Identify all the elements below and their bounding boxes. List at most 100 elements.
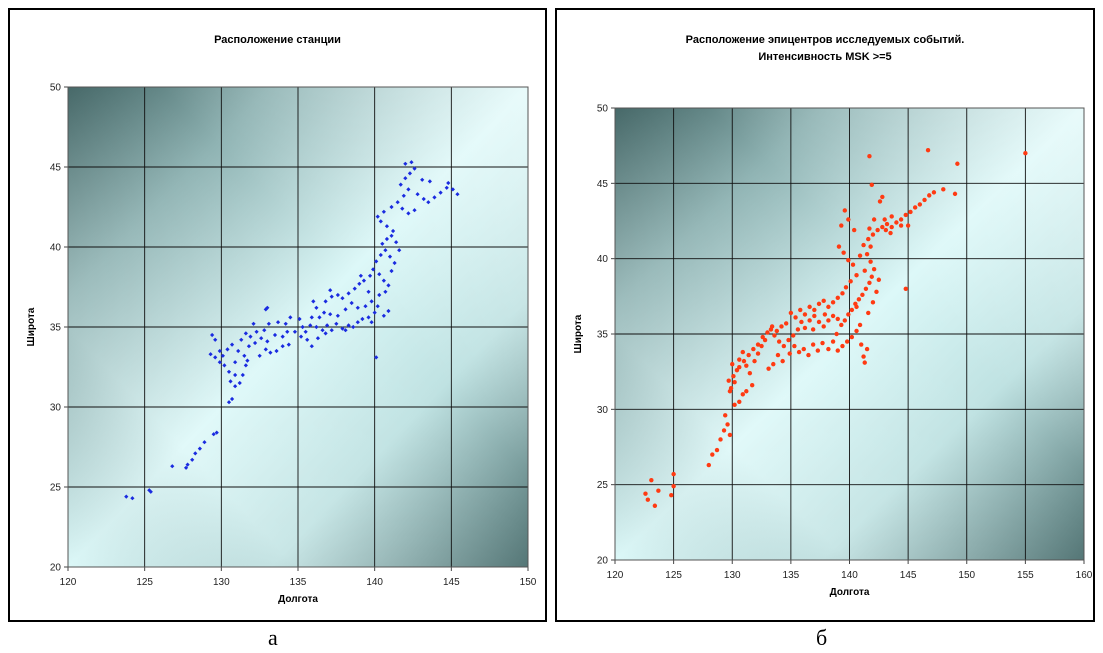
data-point [401, 193, 406, 198]
x-tick-label: 145 [900, 570, 917, 581]
data-point [372, 310, 377, 315]
data-point [744, 389, 749, 394]
data-point [280, 344, 285, 349]
data-point [710, 452, 715, 457]
data-point [309, 315, 314, 320]
data-point [285, 329, 290, 334]
data-point [727, 432, 733, 438]
y-tick-label: 45 [597, 179, 609, 190]
data-point [265, 305, 270, 310]
y-axis-label: Широта [573, 314, 584, 353]
data-point [714, 447, 720, 453]
data-point [863, 286, 869, 291]
data-point [193, 451, 198, 456]
data-point [815, 348, 821, 353]
data-point [779, 324, 784, 329]
data-point [412, 208, 417, 213]
data-point [426, 200, 431, 205]
data-point [251, 321, 256, 326]
subfigure-caption-a: а [268, 625, 278, 650]
data-point [774, 328, 780, 334]
data-point [381, 209, 386, 214]
data-point [378, 252, 383, 258]
data-point [652, 503, 658, 508]
x-axis-label: Долгота [830, 587, 870, 598]
data-point [420, 177, 425, 182]
data-point [329, 294, 334, 299]
data-point [746, 352, 751, 358]
data-point [834, 331, 839, 337]
data-point [389, 204, 394, 210]
data-point [888, 230, 893, 236]
data-point [286, 342, 291, 347]
data-point [787, 351, 792, 356]
data-point [671, 471, 676, 477]
data-point [183, 465, 189, 470]
data-point [844, 339, 850, 344]
data-point [323, 331, 328, 336]
data-point [898, 217, 904, 222]
data-point [225, 347, 230, 352]
data-point [323, 299, 328, 304]
data-point [671, 483, 676, 489]
data-point [409, 160, 414, 165]
data-point [839, 223, 844, 228]
chart-b-title-line-2: Интенсивность MSK >=5 [758, 51, 892, 63]
chart-b-plot: 120 125 130 135 140 145 150 155 160 20 25 30 35 40 45 5… [573, 104, 1093, 599]
data-point [275, 320, 281, 325]
data-point [233, 372, 238, 378]
data-point [854, 328, 859, 334]
data-point [236, 348, 241, 354]
data-point [816, 319, 822, 325]
data-point [870, 232, 876, 237]
x-tick-label: 140 [841, 570, 858, 581]
y-tick-label: 20 [597, 556, 609, 567]
data-point [363, 304, 368, 309]
data-point [917, 202, 923, 207]
data-point [760, 334, 765, 340]
data-point [821, 324, 826, 329]
data-point [242, 353, 247, 358]
data-point [859, 342, 864, 347]
data-point [766, 366, 771, 371]
data-point [228, 379, 233, 384]
data-point [854, 273, 859, 278]
chart-b-title-line-1: Расположение эпицентров исследуемых собы… [685, 34, 965, 46]
data-point [843, 285, 849, 290]
data-point [305, 337, 310, 342]
data-point [744, 363, 749, 368]
x-tick-label: 120 [607, 570, 624, 581]
data-point [360, 316, 365, 322]
y-axis-label: Широта [26, 307, 37, 346]
data-point [329, 328, 334, 333]
data-point [649, 477, 654, 483]
data-point [786, 337, 791, 343]
data-point [798, 307, 803, 313]
data-point [645, 497, 651, 502]
data-point [406, 187, 411, 192]
data-point [190, 457, 195, 462]
data-point [866, 236, 871, 242]
y-tick-label: 45 [50, 163, 62, 174]
data-point [812, 313, 817, 319]
data-point [403, 176, 408, 181]
plot-frame [67, 86, 529, 568]
data-point [864, 251, 870, 257]
data-point [875, 227, 880, 233]
data-point [349, 300, 354, 306]
data-point [734, 367, 740, 373]
data-point [274, 348, 279, 354]
data-point [830, 313, 836, 319]
data-point [361, 278, 367, 283]
data-point [795, 327, 801, 332]
data-point [765, 330, 770, 335]
data-point [343, 307, 348, 312]
data-point [749, 383, 755, 388]
data-point [732, 402, 737, 408]
data-point [776, 339, 782, 344]
data-point [263, 307, 268, 312]
data-point [851, 227, 857, 233]
data-point [826, 346, 831, 352]
data-point [369, 320, 374, 325]
data-point [246, 344, 252, 349]
